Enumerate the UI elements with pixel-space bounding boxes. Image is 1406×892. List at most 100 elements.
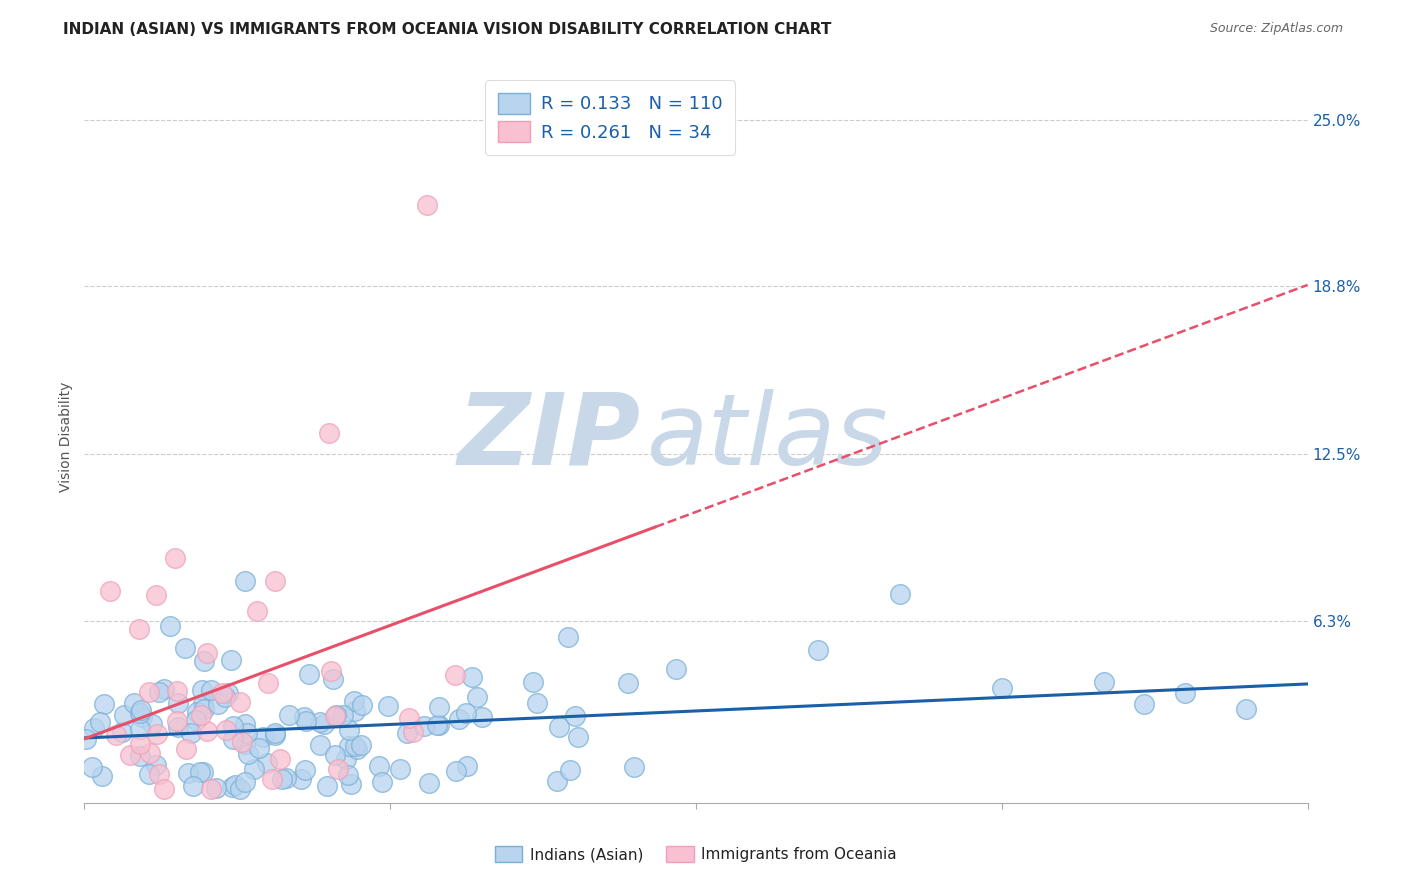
Text: atlas: atlas [647,389,889,485]
Legend: Indians (Asian), Immigrants from Oceania: Indians (Asian), Immigrants from Oceania [489,840,903,868]
Point [166,720,188,734]
Y-axis label: Vision Disability: Vision Disability [59,382,73,492]
Point [111,724,134,739]
Point [193,697,215,711]
Point [343,704,366,718]
Point [325,708,347,723]
Point [1174,686,1197,700]
Point [180,726,202,740]
Point [1236,702,1258,716]
Point [229,695,252,709]
Point [138,747,160,761]
Point [193,654,215,668]
Point [377,698,399,713]
Point [427,718,450,732]
Point [224,778,246,792]
Point [278,708,301,723]
Point [195,724,218,739]
Point [236,726,259,740]
Point [83,722,105,736]
Point [231,735,253,749]
Point [454,706,477,721]
Point [314,717,336,731]
Point [522,675,544,690]
Point [153,682,176,697]
Point [427,700,450,714]
Point [548,720,571,734]
Point [222,731,245,746]
Point [292,710,315,724]
Point [318,425,340,440]
Point [323,708,346,723]
Point [205,780,228,795]
Point [343,694,366,708]
Point [129,706,152,720]
Point [91,769,114,783]
Point [416,198,439,212]
Point [617,676,640,690]
Point [426,717,449,731]
Point [233,716,256,731]
Point [290,772,312,786]
Point [93,698,115,712]
Point [315,779,337,793]
Point [236,747,259,761]
Point [623,760,645,774]
Point [262,772,284,787]
Point [138,685,160,699]
Point [128,722,150,736]
Point [471,710,494,724]
Point [456,759,478,773]
Point [350,738,373,752]
Point [195,646,218,660]
Point [233,574,256,588]
Point [245,604,267,618]
Point [368,759,391,773]
Point [412,719,434,733]
Point [335,751,357,765]
Point [148,685,170,699]
Point [233,737,256,751]
Point [129,703,152,717]
Point [186,705,208,719]
Point [343,739,366,754]
Point [190,708,212,723]
Point [564,709,586,723]
Point [131,710,153,724]
Point [526,696,548,710]
Point [309,739,332,753]
Point [321,664,343,678]
Point [200,683,222,698]
Point [371,774,394,789]
Point [247,741,270,756]
Point [128,622,150,636]
Point [546,773,568,788]
Point [889,587,911,601]
Point [174,742,197,756]
Point [295,714,318,729]
Point [264,728,287,742]
Point [243,762,266,776]
Text: Source: ZipAtlas.com: Source: ZipAtlas.com [1209,22,1343,36]
Text: INDIAN (ASIAN) VS IMMIGRANTS FROM OCEANIA VISION DISABILITY CORRELATION CHART: INDIAN (ASIAN) VS IMMIGRANTS FROM OCEANI… [63,22,831,37]
Point [340,777,363,791]
Point [221,652,243,666]
Point [402,724,425,739]
Point [128,749,150,764]
Point [337,723,360,737]
Point [346,741,368,756]
Point [138,766,160,780]
Point [191,682,214,697]
Point [418,776,440,790]
Point [229,781,252,796]
Point [122,696,145,710]
Point [145,588,167,602]
Point [274,772,297,786]
Point [263,725,285,739]
Point [75,731,97,746]
Point [1133,697,1156,711]
Point [389,762,412,776]
Point [336,768,359,782]
Point [352,698,374,713]
Point [191,765,214,780]
